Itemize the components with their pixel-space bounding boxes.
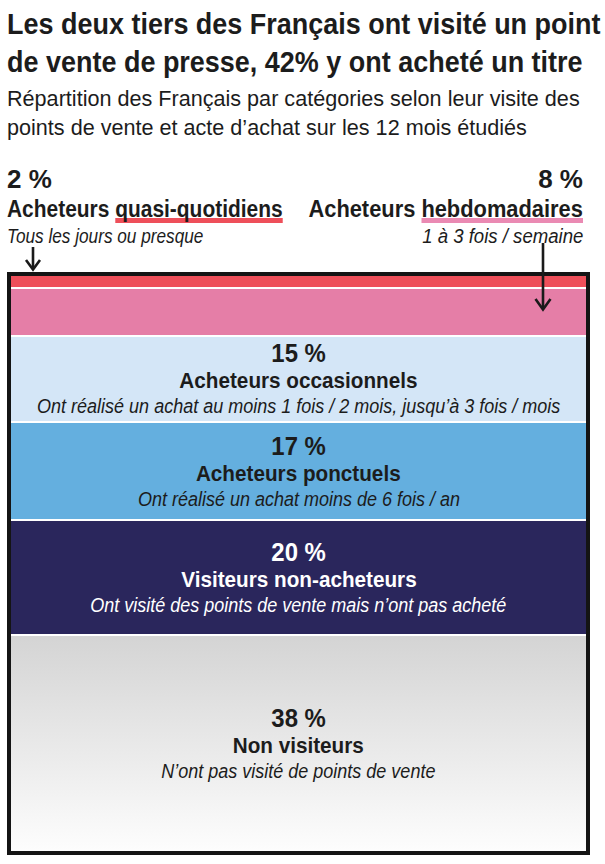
segment-description: Ont réalisé un achat au moins 1 fois / 2… [8,394,589,418]
segment-label: Non visiteurs [227,733,370,759]
callout-description: 1 à 3 fois / semaine [294,224,583,248]
infographic-page: Les deux tiers des Français ont visité u… [0,0,605,864]
callout-label: Acheteurs hebdomadaires [294,195,583,224]
chart-segment-visiteurs-non-acheteurs: 20 % Visiteurs non-acheteurs Ont visité … [11,521,586,634]
callout-label-prefix: Acheteurs [7,196,115,222]
chart-segment-hebdomadaires [11,289,586,334]
callout-value: 8 % [294,165,583,194]
stacked-bar-chart: 15 % Acheteurs occasionnels Ont réalisé … [7,272,590,855]
callout-label-underlined: quasi-quotidiens [115,196,282,222]
subtitle-line-1: Répartition des Français par catégories … [7,84,580,113]
segment-value: 15 % [269,339,328,368]
callout-hebdomadaires: 8 % Acheteurs hebdomadaires 1 à 3 fois /… [294,165,583,248]
segment-description: Ont visité des points de vente mais n’on… [67,593,530,617]
chart-segment-occasionnels: 15 % Acheteurs occasionnels Ont réalisé … [11,337,586,422]
segment-value: 17 % [269,432,328,461]
segment-description: N’ont pas visité de points de vente [146,759,451,783]
title-line-2: de vente de presse, 42% y ont acheté un … [7,43,583,81]
page-title: Les deux tiers des Français ont visité u… [7,5,605,81]
callout-quasi-quotidiens: 2 % Acheteurs quasi-quotidiens Tous les … [7,165,310,248]
segment-value: 38 % [269,704,328,733]
down-arrow-icon [26,247,40,270]
page-subtitle: Répartition des Français par catégories … [7,84,604,142]
callout-value: 2 % [7,165,310,194]
segment-label: Visiteurs non-acheteurs [171,567,427,593]
callout-description: Tous les jours ou presque [7,224,310,248]
subtitle-line-2: points de vente et acte d’achat sur les … [7,113,527,142]
callout-label-underlined: hebdomadaires [422,196,584,222]
segment-label: Acheteurs occasionnels [169,368,428,394]
title-line-1: Les deux tiers des Français ont visité u… [7,5,600,43]
callout-label-prefix: Acheteurs [309,196,422,222]
chart-segment-quasi-quotidiens [11,276,586,287]
chart-segment-ponctuels: 17 % Acheteurs ponctuels Ont réalisé un … [11,423,586,519]
segment-description: Ont réalisé un achat moins de 6 fois / a… [120,487,478,511]
callout-label: Acheteurs quasi-quotidiens [7,195,310,224]
chart-segment-non-visiteurs: 38 % Non visiteurs N’ont pas visité de p… [11,636,586,851]
segment-label: Acheteurs ponctuels [187,461,410,487]
segment-value: 20 % [269,538,328,567]
